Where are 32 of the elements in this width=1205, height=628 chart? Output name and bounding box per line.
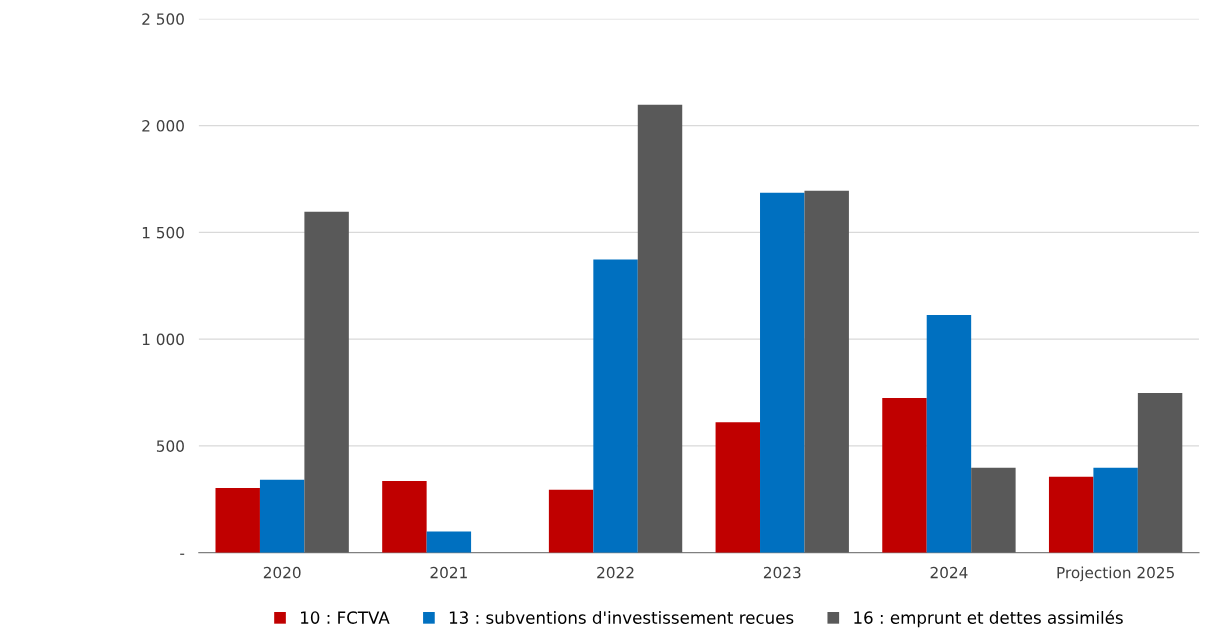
bar: [882, 398, 927, 553]
x-tick-label: 2021: [430, 566, 467, 579]
bar: [215, 487, 260, 553]
bar: [548, 489, 594, 553]
y-tick-label: 2 500: [142, 13, 184, 25]
bar: [382, 480, 427, 553]
bar: [259, 479, 305, 553]
legend-label: 13 : subventions d'investissement recues: [449, 611, 794, 624]
bar: [760, 192, 805, 553]
y-tick-label: 1 000: [142, 333, 184, 346]
legend-label: 16 : emprunt et dettes assimilés: [854, 610, 1123, 628]
x-tick-label: 2023: [763, 566, 801, 579]
bar: [715, 422, 761, 553]
y-tick-label: 2 000: [142, 120, 184, 132]
y-tick-label: -: [180, 553, 185, 555]
bar: [926, 314, 972, 553]
bar: [593, 259, 638, 553]
bar: [426, 531, 472, 553]
x-tick-label: 2024: [930, 566, 968, 579]
bar: [804, 190, 849, 553]
bar: [637, 104, 683, 553]
x-tick-label: Projection 2025: [1057, 566, 1174, 582]
bar: [304, 211, 349, 553]
bar: [1093, 467, 1138, 553]
y-tick-label: 500: [156, 440, 184, 452]
bar: [971, 467, 1016, 553]
y-tick-label: 1 500: [142, 226, 184, 239]
bar: [1137, 392, 1183, 553]
x-tick-label: 2020: [263, 566, 301, 579]
bar: [1048, 476, 1094, 553]
x-tick-label: 2022: [597, 566, 634, 579]
legend-label: 10 : FCTVA: [301, 611, 390, 624]
